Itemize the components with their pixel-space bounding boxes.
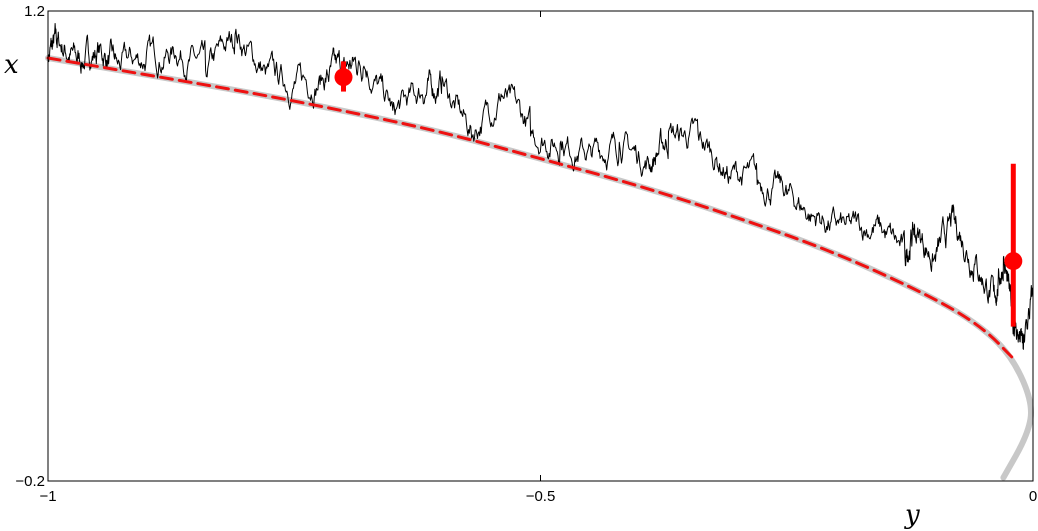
x-tick-label: −0.5 bbox=[526, 488, 556, 505]
series-layer bbox=[45, 23, 1034, 481]
y-axis-label: x bbox=[4, 50, 19, 80]
tick-layer: −1 −0.5 0 −0.2 1.2 bbox=[15, 3, 1037, 505]
x-tick-label: 0 bbox=[1029, 488, 1037, 505]
dashed-curve-line bbox=[46, 56, 1015, 360]
x-tick-label: −1 bbox=[39, 488, 56, 505]
marker-layer bbox=[334, 61, 1023, 327]
mean-curve-line bbox=[45, 55, 1034, 481]
data-point-1 bbox=[334, 68, 353, 87]
x-axis-label: y bbox=[904, 500, 920, 530]
y-tick-label: −0.2 bbox=[15, 473, 45, 490]
data-point-2 bbox=[1004, 252, 1023, 271]
sample-path-line bbox=[47, 23, 1034, 350]
y-tick-label: 1.2 bbox=[24, 3, 45, 20]
